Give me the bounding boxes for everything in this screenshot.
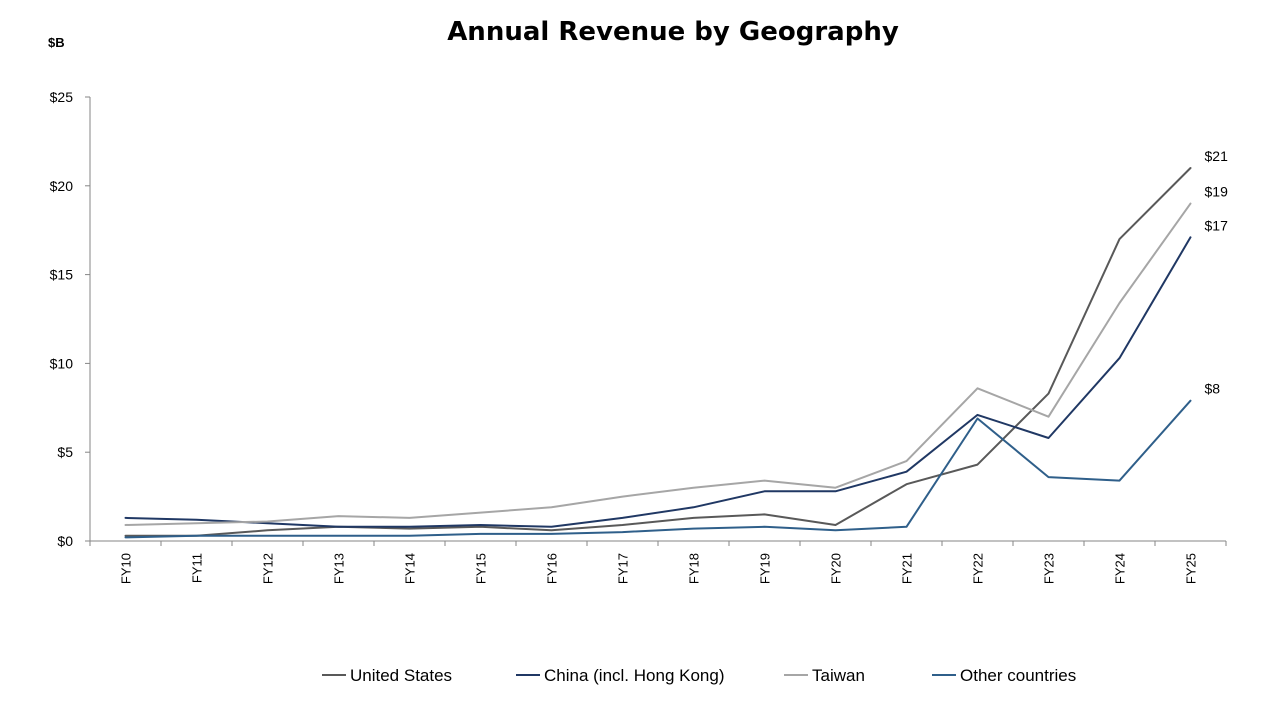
- x-tick-label: FY24: [1113, 553, 1128, 584]
- x-tick-label: FY22: [971, 553, 986, 584]
- y-tick-label: $10: [50, 355, 74, 371]
- legend-label: China (incl. Hong Kong): [544, 666, 724, 685]
- end-value-label: $8: [1205, 381, 1221, 397]
- series-line: [124, 236, 1192, 528]
- x-tick-label: FY15: [474, 553, 489, 584]
- x-tick-label: FY25: [1184, 553, 1199, 584]
- x-tick-label: FY18: [687, 553, 702, 584]
- series-line: [124, 167, 1192, 537]
- x-tick-label: FY20: [829, 553, 844, 584]
- series-layer: $21 $17 $19 $8: [124, 148, 1229, 539]
- x-tick-label: FY10: [119, 553, 134, 584]
- y-tick-label: $20: [50, 178, 74, 194]
- end-value-label: $17: [1205, 217, 1229, 233]
- legend-label: United States: [350, 666, 452, 685]
- axes: $0 $5 $10 $15 $20 $25 FY10 FY11 FY12 FY13 FY14 FY15…: [50, 89, 1227, 584]
- x-tick-label: FY16: [545, 553, 560, 584]
- y-tick-label: $5: [57, 444, 73, 460]
- x-tick-label: FY14: [403, 553, 418, 584]
- legend-label: Taiwan: [812, 666, 865, 685]
- x-tick-label: FY17: [616, 553, 631, 584]
- x-tick-label: FY19: [758, 553, 773, 584]
- y-tick-label: $15: [50, 267, 74, 283]
- legend: United States China (incl. Hong Kong) Taiw…: [322, 666, 1076, 685]
- chart-title: Annual Revenue by Geography: [447, 17, 899, 47]
- end-value-label: $19: [1205, 184, 1229, 200]
- x-tick-label: FY21: [900, 553, 915, 584]
- x-tick-label: FY13: [332, 553, 347, 584]
- y-tick-label: $25: [50, 89, 74, 105]
- x-tick-label: FY23: [1042, 553, 1057, 584]
- y-tick-label: $0: [57, 533, 73, 549]
- series-line: [124, 202, 1192, 526]
- x-tick-label: FY11: [190, 553, 205, 583]
- legend-label: Other countries: [960, 666, 1076, 685]
- end-value-label: $21: [1205, 148, 1229, 164]
- y-unit-label: $B: [48, 35, 65, 50]
- x-tick-label: FY12: [261, 553, 276, 584]
- series-line: [124, 399, 1192, 539]
